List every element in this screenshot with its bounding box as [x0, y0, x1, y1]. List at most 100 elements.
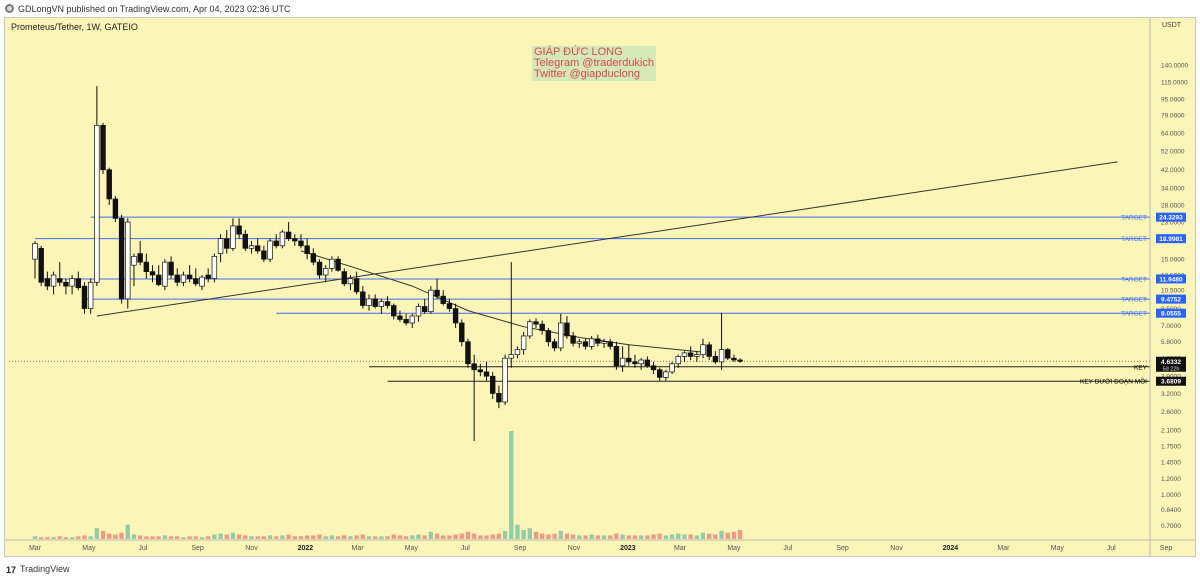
price-badge-value: 18.9981 [1159, 236, 1183, 243]
candle-body [613, 346, 620, 367]
candle-body [477, 369, 484, 373]
candle-body [347, 278, 354, 285]
time-tick-label: May [82, 545, 96, 552]
candle [471, 354, 477, 442]
candle [558, 313, 564, 352]
candle-body [156, 274, 162, 285]
volume-bar [478, 535, 483, 539]
volume-bar [558, 530, 563, 539]
candle-body [675, 356, 681, 365]
candle-body [657, 369, 663, 378]
candle-body [483, 371, 490, 377]
candle-body [230, 225, 236, 249]
footer-brand[interactable]: TradingView [20, 564, 70, 574]
candle [329, 256, 335, 272]
volume-bar [32, 536, 38, 539]
time-tick-label: 2024 [943, 545, 959, 552]
target-label: TARGET [1121, 311, 1147, 318]
time-tick-label: Mar [674, 545, 687, 552]
candle [737, 358, 743, 363]
candle-body [143, 261, 150, 272]
candle-body [440, 295, 446, 304]
candle-body [100, 125, 106, 171]
volume-bar [614, 533, 619, 539]
volume-bar [496, 533, 502, 539]
candle-body [168, 261, 174, 276]
candle [434, 278, 440, 299]
candle [335, 256, 341, 272]
time-tick-label: Sep [1160, 545, 1173, 552]
candle [502, 354, 508, 406]
target-price-badge [1156, 274, 1186, 284]
key-label: KEY [1134, 364, 1148, 371]
candle [638, 358, 644, 370]
candle-body [316, 261, 323, 276]
price-tick-label: 64.0000 [1161, 131, 1185, 138]
volume-bar [540, 533, 545, 539]
candle [718, 312, 725, 370]
tradingview-logo-icon: 17 [6, 565, 17, 575]
volume-bar [379, 536, 384, 539]
candle-body [44, 278, 51, 287]
candle [323, 265, 329, 283]
candle [211, 253, 218, 283]
candle [483, 361, 490, 381]
volume-bar [292, 536, 297, 539]
price-tick-label: 1.4500 [1161, 460, 1181, 467]
candle [588, 335, 595, 350]
time-tick-label: Nov [245, 545, 258, 552]
candle [156, 265, 162, 287]
candle [32, 240, 38, 279]
price-badge-value: 3.6809 [1161, 379, 1181, 386]
volume-bar [509, 431, 514, 539]
candle [125, 218, 131, 309]
moving-average-line [300, 250, 704, 353]
candle [391, 303, 397, 320]
candle [409, 313, 416, 328]
candle [360, 286, 366, 309]
volume-bar [323, 536, 328, 539]
candle-body [446, 303, 453, 309]
chart-frame[interactable] [4, 17, 1196, 557]
candle-body [471, 363, 477, 371]
volume-bar [570, 534, 576, 539]
volume-bar [651, 534, 656, 539]
volume-bar [490, 534, 495, 539]
candle-body [304, 245, 310, 254]
candle-body [551, 341, 558, 349]
candle-body [607, 341, 613, 347]
volume-bar [471, 533, 477, 539]
candle [372, 294, 378, 309]
volume-bar [243, 535, 248, 539]
candle [595, 334, 601, 347]
candle-body [254, 245, 261, 252]
candle [57, 262, 63, 287]
candle [459, 319, 465, 347]
volume-bar [601, 535, 607, 539]
candle-body [428, 289, 434, 313]
candle [310, 248, 317, 266]
volume-bar [267, 535, 273, 539]
volume-bar [82, 535, 87, 539]
time-tick-label: Sep [836, 545, 849, 552]
candle-body [712, 356, 719, 363]
candle-body [292, 238, 298, 242]
plot-area [9, 86, 1150, 539]
candle [545, 327, 552, 347]
candle [403, 313, 409, 326]
price-tick-label: 10.5000 [1161, 288, 1185, 295]
candle-body [298, 240, 304, 247]
candle [366, 294, 372, 311]
key-price-badge [1156, 376, 1186, 386]
time-tick-label: May [727, 545, 741, 552]
candle [731, 354, 737, 362]
volume-bar [638, 535, 644, 539]
candle-body [149, 271, 156, 276]
volume-bar [113, 534, 118, 539]
volume-bar [620, 534, 625, 539]
volume-bar [76, 536, 81, 539]
candle [131, 253, 137, 287]
candle-body [329, 258, 335, 269]
volume-bar [725, 532, 730, 539]
